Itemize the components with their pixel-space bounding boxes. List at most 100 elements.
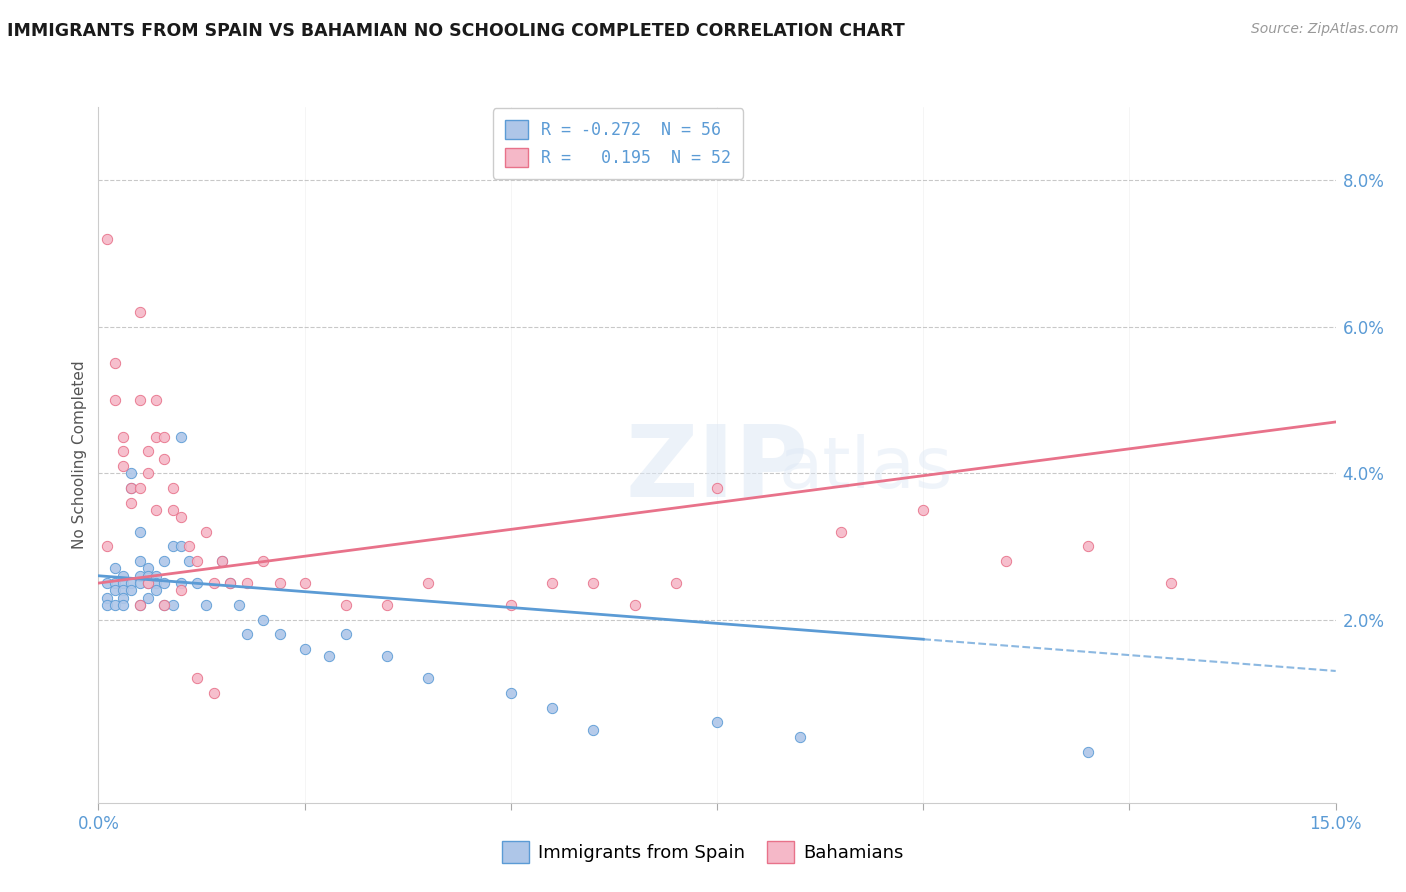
Point [96, 591, 118, 605]
Point [112, 591, 135, 605]
Point [153, 598, 176, 612]
Point [252, 613, 274, 627]
Point [162, 540, 184, 554]
Point [179, 540, 201, 554]
Point [136, 561, 159, 575]
Point [128, 568, 150, 582]
Point [162, 481, 184, 495]
Point [194, 598, 217, 612]
Point [112, 429, 135, 443]
Point [128, 524, 150, 539]
Point [1077, 745, 1099, 759]
Point [104, 598, 127, 612]
Point [128, 481, 150, 495]
Point [665, 576, 688, 591]
Point [170, 540, 193, 554]
Point [153, 576, 176, 591]
Point [162, 503, 184, 517]
Point [112, 576, 135, 591]
Point [120, 467, 142, 481]
Point [96, 598, 118, 612]
Point [294, 642, 316, 657]
Point [153, 598, 176, 612]
Point [104, 392, 127, 407]
Point [128, 305, 150, 319]
Point [418, 576, 440, 591]
Point [179, 554, 201, 568]
Point [186, 671, 208, 685]
Point [145, 576, 167, 591]
Point [236, 576, 259, 591]
Point [153, 554, 176, 568]
Point [145, 503, 167, 517]
Point [623, 598, 645, 612]
Point [128, 392, 150, 407]
Point [170, 576, 193, 591]
Point [170, 583, 193, 598]
Point [1077, 540, 1099, 554]
Point [202, 686, 225, 700]
Point [104, 576, 127, 591]
Point [418, 671, 440, 685]
Point [112, 444, 135, 458]
Point [1160, 576, 1182, 591]
Point [162, 598, 184, 612]
Point [120, 576, 142, 591]
Point [128, 576, 150, 591]
Point [120, 481, 142, 495]
Point [789, 730, 811, 744]
Point [145, 392, 167, 407]
Point [136, 591, 159, 605]
Point [211, 554, 233, 568]
Point [104, 356, 127, 370]
Point [120, 481, 142, 495]
Point [120, 495, 142, 509]
Point [335, 627, 357, 641]
Point [228, 598, 250, 612]
Point [194, 524, 217, 539]
Point [912, 503, 935, 517]
Point [499, 686, 522, 700]
Point [136, 576, 159, 591]
Point [269, 627, 291, 641]
Point [145, 583, 167, 598]
Point [112, 598, 135, 612]
Point [499, 598, 522, 612]
Point [170, 429, 193, 443]
Y-axis label: No Schooling Completed: No Schooling Completed [72, 360, 87, 549]
Point [186, 554, 208, 568]
Point [830, 524, 852, 539]
Point [96, 576, 118, 591]
Point [136, 576, 159, 591]
Point [170, 510, 193, 524]
Point [112, 568, 135, 582]
Point [104, 583, 127, 598]
Point [120, 583, 142, 598]
Point [136, 467, 159, 481]
Point [252, 554, 274, 568]
Point [202, 576, 225, 591]
Point [236, 627, 259, 641]
Point [582, 576, 605, 591]
Point [128, 598, 150, 612]
Point [145, 568, 167, 582]
Point [582, 723, 605, 737]
Point [219, 576, 242, 591]
Point [104, 561, 127, 575]
Point [153, 429, 176, 443]
Point [541, 700, 564, 714]
Point [128, 598, 150, 612]
Point [145, 429, 167, 443]
Point [294, 576, 316, 591]
Text: Source: ZipAtlas.com: Source: ZipAtlas.com [1251, 22, 1399, 37]
Text: IMMIGRANTS FROM SPAIN VS BAHAMIAN NO SCHOOLING COMPLETED CORRELATION CHART: IMMIGRANTS FROM SPAIN VS BAHAMIAN NO SCH… [7, 22, 905, 40]
Point [186, 576, 208, 591]
Point [706, 481, 728, 495]
Text: ZIP: ZIP [626, 420, 808, 517]
Point [153, 451, 176, 466]
Point [706, 715, 728, 730]
Point [96, 540, 118, 554]
Point [541, 576, 564, 591]
Point [96, 232, 118, 246]
Point [136, 568, 159, 582]
